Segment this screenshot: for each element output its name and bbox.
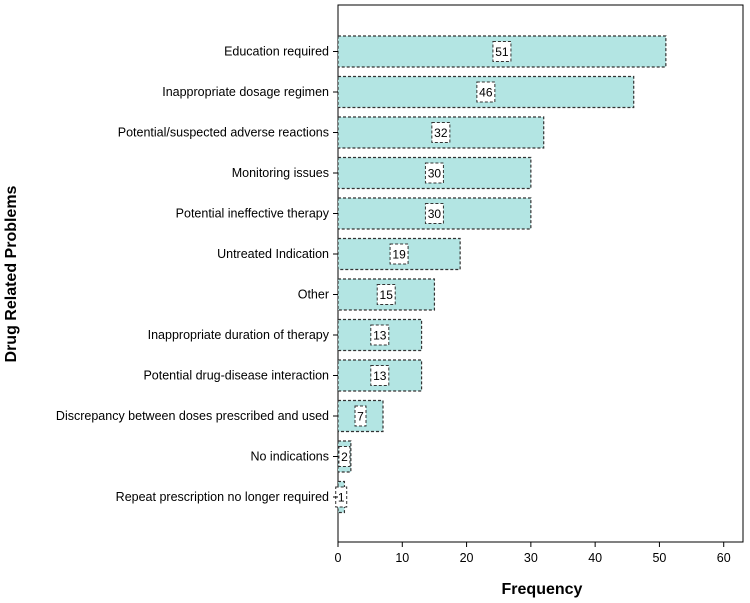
x-axis-title: Frequency <box>502 581 583 598</box>
data-label-box <box>424 203 444 224</box>
data-label: 7 <box>357 410 364 424</box>
category-label: Inappropriate duration of therapy <box>148 328 330 342</box>
y-axis-title: Drug Related Problems <box>3 185 20 362</box>
data-label: 46 <box>479 86 493 100</box>
data-label-box <box>370 365 390 386</box>
data-label: 30 <box>428 167 442 181</box>
data-label: 13 <box>373 369 387 383</box>
data-label: 2 <box>341 450 348 464</box>
data-label-box <box>376 284 396 305</box>
data-label: 13 <box>373 329 387 343</box>
data-label: 30 <box>428 207 442 221</box>
data-label: 19 <box>392 248 406 262</box>
category-label: Other <box>298 288 329 302</box>
data-label: 1 <box>338 491 345 505</box>
data-label-box <box>354 405 367 427</box>
category-label: Monitoring issues <box>232 166 329 180</box>
bars-group: 51 46 32 30 30 19 15 13 13 7 2 1 <box>335 35 667 514</box>
data-label-box <box>492 41 512 62</box>
data-label: 51 <box>495 45 509 59</box>
data-label-box <box>389 243 409 265</box>
category-label: Repeat prescription no longer required <box>116 490 329 504</box>
category-label: No indications <box>250 450 329 464</box>
data-label-box <box>431 122 451 143</box>
x-tick-label: 30 <box>524 551 538 565</box>
x-axis-ticks: 0 10 20 30 40 50 60 <box>335 542 731 565</box>
category-label: Potential drug-disease interaction <box>143 369 329 383</box>
category-label: Discrepancy between doses prescribed and… <box>56 409 329 423</box>
category-label: Potential ineffective therapy <box>176 207 330 221</box>
data-label-box <box>370 324 390 346</box>
data-label-box <box>338 446 351 467</box>
x-tick-label: 10 <box>395 551 409 565</box>
category-label: Inappropriate dosage regimen <box>162 85 329 99</box>
data-label: 32 <box>434 126 448 140</box>
x-tick-label: 0 <box>335 551 342 565</box>
data-label-box <box>424 162 444 184</box>
category-label: Potential/suspected adverse reactions <box>118 126 329 140</box>
data-label: 15 <box>380 288 394 302</box>
x-tick-label: 40 <box>588 551 602 565</box>
data-label-box <box>476 81 496 103</box>
category-label: Untreated Indication <box>217 247 329 261</box>
x-tick-label: 50 <box>652 551 666 565</box>
plot-frame <box>337 4 744 543</box>
category-label: Education required <box>224 45 329 59</box>
x-tick-label: 60 <box>717 551 731 565</box>
category-labels: Education required Inappropriate dosage r… <box>56 45 338 504</box>
x-tick-label: 20 <box>460 551 474 565</box>
